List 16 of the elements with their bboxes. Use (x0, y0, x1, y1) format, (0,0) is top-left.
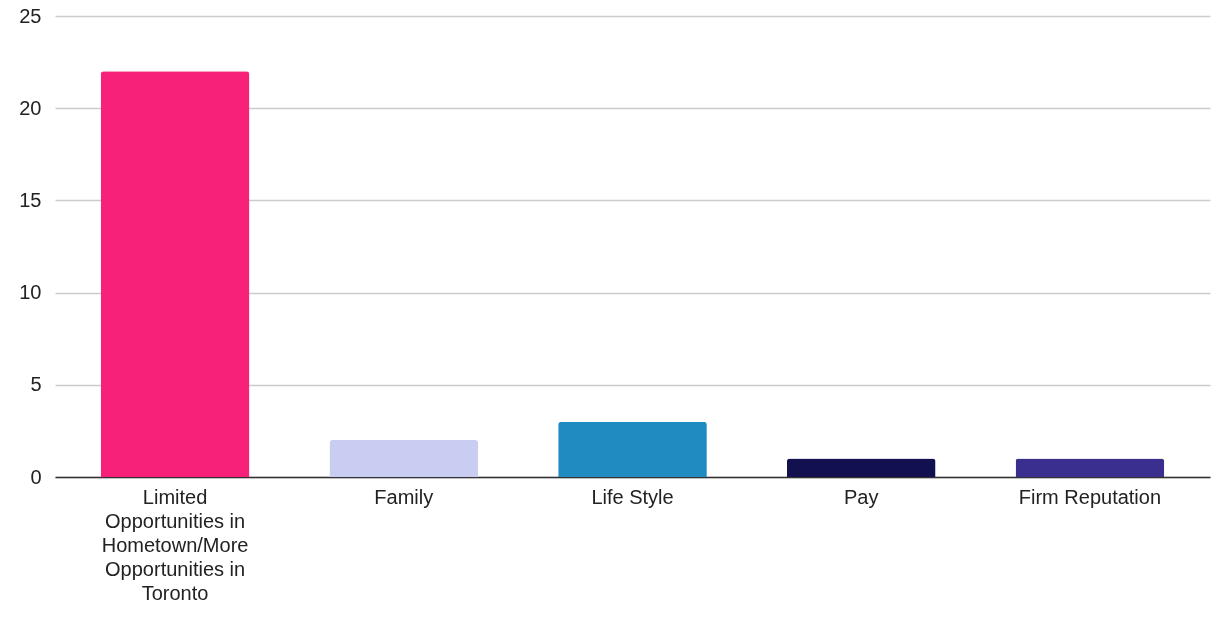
y-tick-label: 5 (30, 373, 42, 396)
bar (558, 421, 707, 477)
bar (100, 71, 250, 477)
x-tick-label: Family (374, 485, 434, 508)
bar (1015, 458, 1165, 477)
x-tick-label: Pay (843, 485, 879, 508)
y-tick-label: 15 (19, 188, 42, 211)
bar (329, 440, 479, 477)
y-tick-label: 10 (19, 281, 42, 304)
y-tick-label: 25 (19, 4, 42, 27)
y-tick-label: 0 (30, 465, 42, 488)
x-tick-label: Life Style (591, 485, 674, 508)
bar (786, 458, 936, 477)
x-tick-label: Limited Opportunities in Hometown/More Opportunities in Toronto (101, 485, 249, 604)
y-tick-label: 20 (19, 96, 42, 119)
x-tick-label: Firm Reputation (1018, 485, 1162, 508)
